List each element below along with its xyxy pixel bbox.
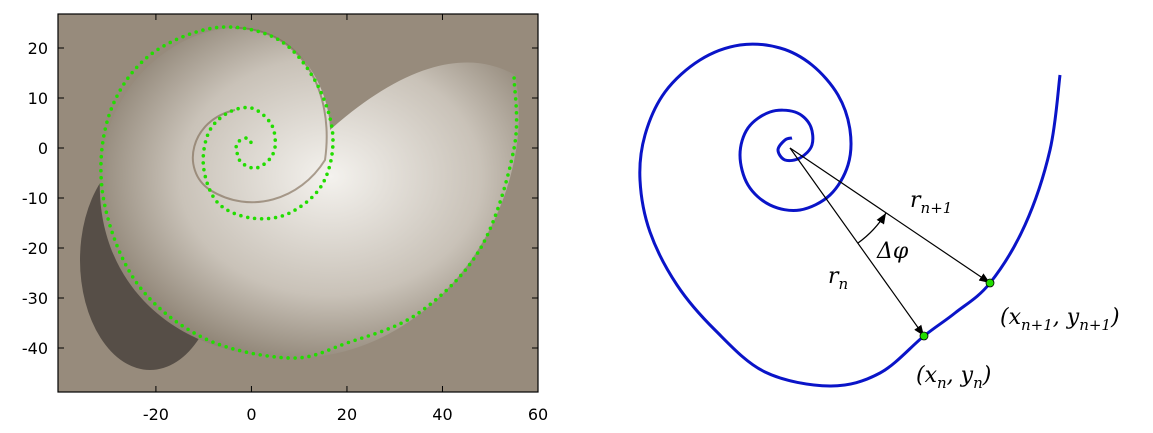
label-text: (x: [1000, 305, 1022, 330]
x-tick-label: 20: [337, 405, 357, 424]
subscript: n+1: [921, 199, 953, 217]
figure: rn+1Δφrn(xn, yn)(xn+1, yn+1) -2002040602…: [0, 0, 1153, 429]
y-tick-label: -40: [22, 339, 48, 358]
label-text: (x: [916, 363, 938, 388]
diagram-label: (xn+1, yn+1): [1000, 305, 1120, 334]
y-tick-label: 10: [28, 89, 48, 108]
y-tick-label: -10: [22, 189, 48, 208]
diagram-label: rn+1: [910, 188, 952, 217]
label-text: ): [1110, 305, 1120, 330]
point: [986, 279, 994, 287]
x-tick-label: 40: [432, 405, 452, 424]
y-tick-label: 20: [28, 39, 48, 58]
label-text: Δφ: [876, 239, 909, 264]
subscript: n: [973, 374, 983, 392]
diagram-label: Δφ: [876, 239, 909, 264]
subscript: n+1: [1021, 316, 1053, 334]
x-tick-label: 0: [246, 405, 256, 424]
point: [920, 332, 928, 340]
y-tick-label: 0: [38, 139, 48, 158]
diagram-label: (xn, yn): [916, 363, 991, 392]
label-text: , y: [1053, 305, 1080, 330]
y-tick-label: -30: [22, 289, 48, 308]
x-tick-label: -20: [143, 405, 169, 424]
y-tick-label: -20: [22, 239, 48, 258]
subscript: n: [839, 275, 849, 293]
spiral: [640, 44, 1060, 386]
photo: [58, 14, 538, 392]
label-text: ): [982, 363, 992, 388]
subscript: n+1: [1079, 316, 1111, 334]
label-text: , y: [947, 363, 974, 388]
diagram-label: rn: [828, 264, 848, 293]
subscript: n: [937, 374, 947, 392]
x-tick-label: 60: [528, 405, 548, 424]
